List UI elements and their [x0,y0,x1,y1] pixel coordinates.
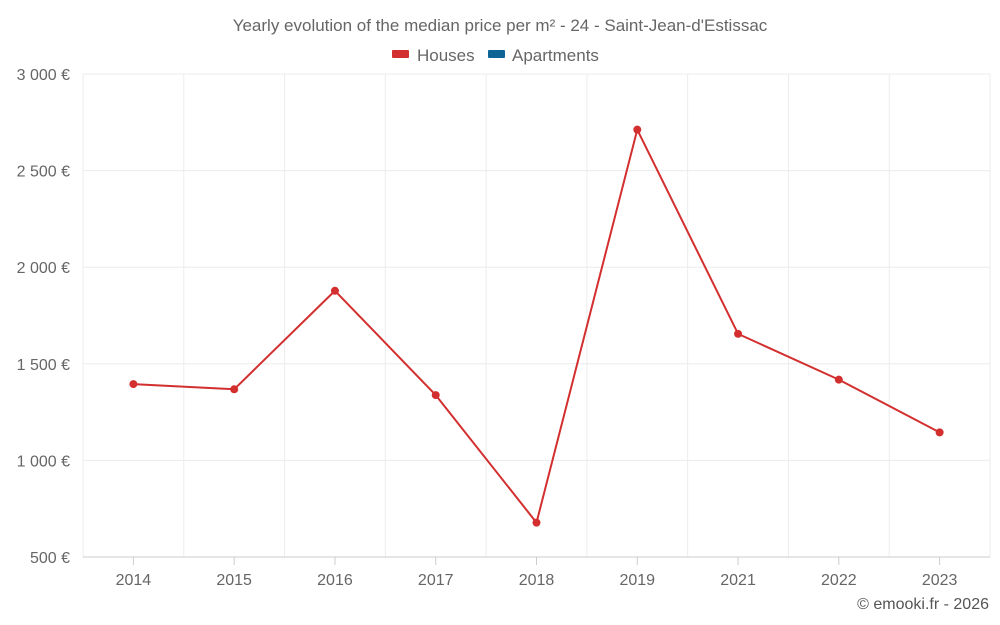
data-point[interactable] [129,380,138,389]
x-tick-label: 2021 [720,572,756,589]
data-point[interactable] [532,518,541,527]
x-tick-label: 2019 [619,572,655,589]
x-tick-label: 2015 [216,572,252,589]
legend: Houses Apartments [392,46,599,65]
y-tick-label: 2 000 € [17,260,70,277]
credit: © emooki.fr - 2026 [857,596,989,613]
data-point[interactable] [935,428,944,437]
y-tick-label: 3 000 € [17,67,70,84]
x-tick-label: 2018 [519,572,555,589]
data-point[interactable] [431,391,440,400]
x-tick-label: 2023 [922,572,958,589]
x-tick-label: 2014 [116,572,152,589]
legend-item-houses[interactable]: Houses [392,46,475,65]
y-axis: 500 € 1 000 € 1 500 € 2 000 € 2 500 € 3 000 € [17,67,70,567]
data-point[interactable] [834,375,843,384]
y-tick-label: 500 € [30,550,70,567]
data-point[interactable] [633,125,642,134]
y-tick-label: 1 000 € [17,453,70,470]
x-axis: 2014 2015 2016 2017 2018 2019 2021 2022 2023 [83,556,990,589]
x-tick-label: 2017 [418,572,454,589]
legend-item-apartments[interactable]: Apartments [488,46,599,65]
y-tick-label: 2 500 € [17,164,70,181]
data-point[interactable] [330,286,339,295]
series-line [133,128,941,524]
x-tick-label: 2016 [317,572,353,589]
data-point[interactable] [230,385,239,394]
legend-label-apartments: Apartments [512,46,599,65]
x-tick-label: 2022 [821,572,857,589]
legend-swatch-apartments [488,50,505,58]
legend-label-houses: Houses [417,46,475,65]
grid [82,73,991,557]
series-houses [129,125,944,527]
legend-swatch-houses [392,50,409,58]
y-tick-label: 1 500 € [17,357,70,374]
chart-title: Yearly evolution of the median price per… [233,16,768,35]
data-point[interactable] [734,329,743,338]
